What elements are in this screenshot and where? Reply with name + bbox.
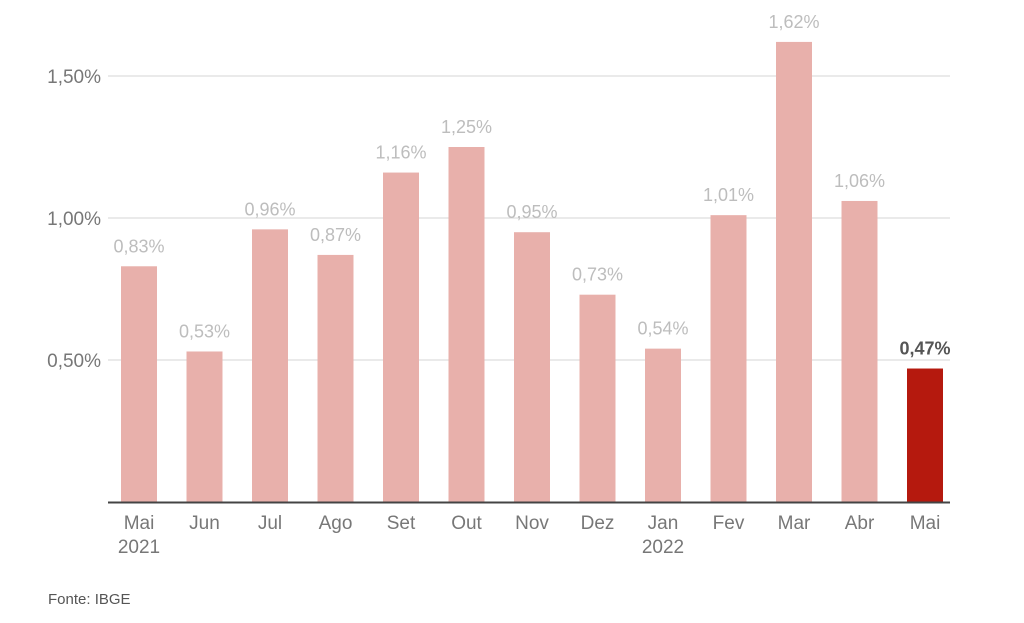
- bar-jun-1: [186, 351, 223, 502]
- data-label: 0,73%: [572, 265, 623, 285]
- x-axis-tick-labels: Mai 2021 Jun Jul Ago Set Out Nov Dez Jan 2022 Fev Ma…: [118, 513, 940, 558]
- bar-mai-12: [907, 368, 943, 502]
- data-label: 1,16%: [375, 143, 426, 163]
- x-tick-year-label: 2022: [642, 537, 684, 558]
- data-label: 1,25%: [441, 117, 492, 137]
- x-tick-label: Abr: [845, 513, 875, 534]
- bar-ago-3: [317, 254, 354, 502]
- y-tick-label: 1,50%: [47, 67, 101, 88]
- bar-jul-2: [252, 229, 288, 503]
- bar-mar-10: [776, 41, 812, 503]
- x-tick-label: Nov: [515, 513, 549, 534]
- data-label: 1,01%: [703, 185, 754, 205]
- x-tick-label: Ago: [319, 513, 353, 534]
- data-label: 1,06%: [834, 171, 885, 191]
- x-tick-label: Mai: [124, 513, 155, 534]
- bar-fev-9: [710, 215, 747, 502]
- data-label: 1,62%: [768, 12, 819, 32]
- bar-nov-6: [514, 232, 550, 502]
- bar-jan-8: [645, 348, 681, 502]
- data-label: 0,83%: [113, 236, 164, 256]
- x-tick-label: Set: [387, 513, 416, 534]
- data-label: 0,95%: [506, 202, 557, 222]
- bar-abr-11: [841, 200, 878, 502]
- data-label: 0,96%: [244, 199, 295, 219]
- x-tick-year-label: 2021: [118, 537, 160, 558]
- bar-out-5: [448, 147, 485, 502]
- bar-mai-0: [121, 266, 157, 502]
- x-tick-label: Jan: [648, 513, 679, 534]
- source-note: Fonte: IBGE: [48, 591, 131, 608]
- y-tick-label: 1,00%: [47, 209, 101, 230]
- x-tick-label: Jun: [189, 513, 220, 534]
- y-axis-tick-labels: 0,50% 1,00% 1,50%: [47, 67, 101, 372]
- x-tick-label: Dez: [581, 513, 615, 534]
- x-tick-label: Out: [451, 513, 482, 534]
- x-tick-label: Jul: [258, 513, 282, 534]
- data-label: 0,53%: [179, 321, 230, 341]
- x-tick-label: Fev: [713, 513, 745, 534]
- x-tick-label: Mai: [910, 513, 941, 534]
- data-labels: 0,83% 0,53% 0,96% 0,87% 1,16% 1,25% 0,95% 0,73%…: [113, 12, 950, 359]
- bar-set-4: [383, 172, 419, 502]
- bar-dez-7: [579, 294, 616, 502]
- y-tick-label: 0,50%: [47, 351, 101, 372]
- bars: [121, 41, 943, 503]
- data-label: 0,54%: [637, 319, 688, 339]
- x-tick-label: Mar: [778, 513, 811, 534]
- data-label: 0,47%: [899, 339, 950, 359]
- data-label: 0,87%: [310, 225, 361, 245]
